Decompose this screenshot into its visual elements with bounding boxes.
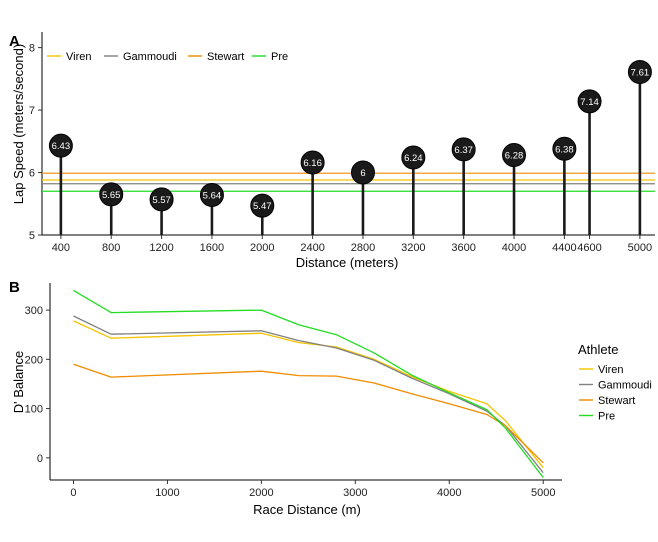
lollipop-value-label: 7.14 xyxy=(580,97,599,108)
panel-label-a: A xyxy=(9,33,20,50)
panel-b-y-tick-label: 0 xyxy=(37,453,43,465)
panel-a-y-axis-title: Lap Speed (meters/second) xyxy=(11,44,26,204)
panel-a-x-tick-label: 1600 xyxy=(200,242,224,254)
lollipop-head xyxy=(250,193,275,218)
lollipop-value-label: 6.28 xyxy=(505,151,524,162)
series-line-gammoudi xyxy=(73,315,544,474)
series-line-viren xyxy=(73,320,544,469)
lollipop-value-label: 5.47 xyxy=(253,201,272,212)
lollipop-head xyxy=(502,143,527,168)
panel-a-y-tick-label: 6 xyxy=(29,168,35,180)
lollipop-value-label: 5.64 xyxy=(203,191,222,202)
panel-a-y-tick-label: 7 xyxy=(29,105,35,117)
panel-b-x-tick-label: 2000 xyxy=(249,487,273,499)
panel-a-x-tick-label: 1200 xyxy=(149,242,173,254)
lollipop-head xyxy=(149,187,174,212)
panel-b-x-axis-title: Race Distance (m) xyxy=(253,502,361,517)
panel-a-legend-label-gammoudi: Gammoudi xyxy=(123,51,177,63)
lollipop-head xyxy=(300,150,325,175)
lollipop-value-label: 5.65 xyxy=(102,190,121,201)
lollipop-value-label: 6 xyxy=(360,168,365,179)
panel-a-x-tick-label: 2000 xyxy=(250,242,274,254)
lollipop-head xyxy=(350,160,375,185)
lollipop-value-label: 6.24 xyxy=(404,153,423,164)
lollipop-value-label: 7.61 xyxy=(631,67,650,78)
panel-b-x-tick-label: 3000 xyxy=(343,487,367,499)
lollipop-value-label: 5.57 xyxy=(152,195,171,206)
panel-a-x-tick-label: 800 xyxy=(102,242,120,254)
lollipop-value-label: 6.37 xyxy=(454,145,473,156)
panel-b-x-tick-label: 0 xyxy=(70,487,76,499)
panel-a-x-tick-label: 2400 xyxy=(300,242,324,254)
series-line-pre xyxy=(73,289,544,478)
panel-b-y-axis-title: D' Balance xyxy=(11,351,26,413)
lollipop-value-label: 6.43 xyxy=(52,141,71,152)
panel-label-b: B xyxy=(9,279,20,296)
panel-a-x-tick-label: 4400 xyxy=(552,242,576,254)
lollipop-head xyxy=(627,59,652,84)
panel-a-x-tick-label: 3600 xyxy=(451,242,475,254)
lollipop-head xyxy=(552,136,577,161)
panel-a-legend-label-pre: Pre xyxy=(271,51,288,63)
panel-a-legend-label-viren: Viren xyxy=(66,51,91,63)
panel-a-x-tick-label: 2800 xyxy=(351,242,375,254)
panel-a-x-axis-title: Distance (meters) xyxy=(296,255,399,270)
panel-b-legend-title: Athlete xyxy=(578,342,618,357)
lollipop-head xyxy=(99,182,124,207)
panel-b-legend-label-gammoudi: Gammoudi xyxy=(598,380,652,392)
panel-b-legend-label-pre: Pre xyxy=(598,411,615,423)
panel-b-x-tick-label: 5000 xyxy=(531,487,555,499)
panel-b-legend-label-stewart: Stewart xyxy=(598,395,635,407)
panel-a-x-tick-label: 3200 xyxy=(401,242,425,254)
lollipop-head xyxy=(577,89,602,114)
panel-a-legend-label-stewart: Stewart xyxy=(207,51,244,63)
lollipop-head xyxy=(48,133,73,158)
panel-a-x-tick-label: 4600 xyxy=(577,242,601,254)
panel-a-y-tick-label: 5 xyxy=(29,230,35,242)
lollipop-value-label: 6.38 xyxy=(555,144,574,155)
lollipop-head xyxy=(199,183,224,208)
panel-a-y-tick-label: 8 xyxy=(29,43,35,55)
lollipop-head xyxy=(401,145,426,170)
series-line-stewart xyxy=(73,363,544,464)
panel-b-legend-label-viren: Viren xyxy=(598,364,623,376)
panel-b-y-tick-label: 300 xyxy=(25,305,43,317)
panel-a-x-tick-label: 5000 xyxy=(628,242,652,254)
panel-b-y-tick-label: 100 xyxy=(25,404,43,416)
lollipop-value-label: 6.16 xyxy=(303,158,322,169)
panel-b-x-tick-label: 4000 xyxy=(437,487,461,499)
panel-a-x-tick-label: 400 xyxy=(52,242,70,254)
panel-b-x-tick-label: 1000 xyxy=(155,487,179,499)
lollipop-head xyxy=(451,137,476,162)
panel-a-x-tick-label: 4000 xyxy=(502,242,526,254)
panel-b-y-tick-label: 200 xyxy=(25,354,43,366)
